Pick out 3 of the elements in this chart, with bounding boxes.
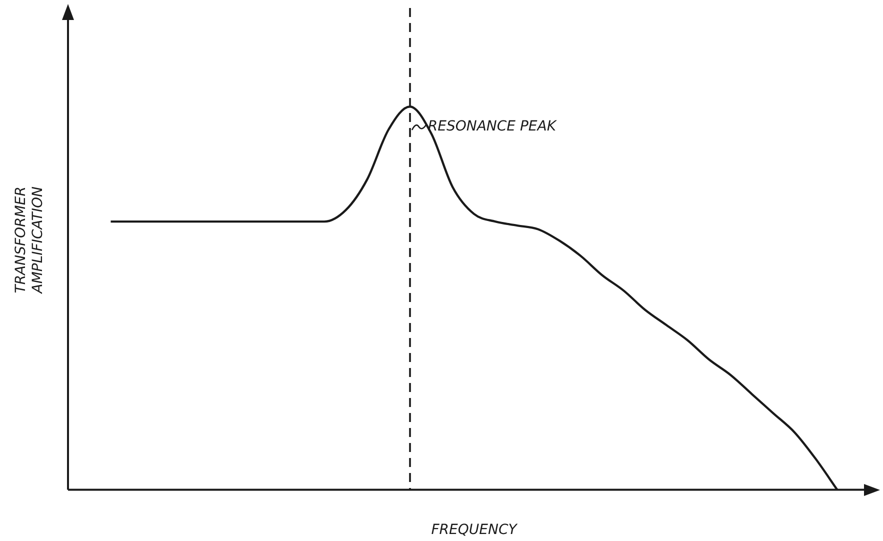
y-axis-title: TRANSFORMER AMPLIFICATION [13,186,46,294]
x-axis-title: FREQUENCY [431,522,518,538]
annotation: RESONANCE PEAK [428,118,558,135]
